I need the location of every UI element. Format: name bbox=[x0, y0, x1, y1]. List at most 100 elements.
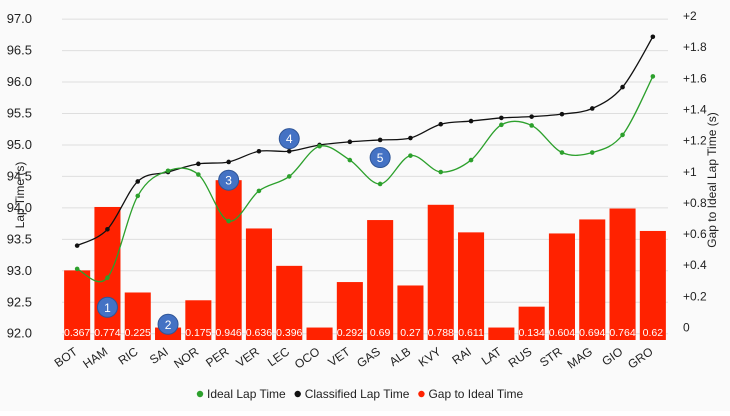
bar-value-label: 0.764 bbox=[609, 327, 635, 339]
annotation-number: 2 bbox=[165, 318, 172, 332]
gap-bar bbox=[488, 327, 515, 340]
classified-lap-time-line bbox=[76, 36, 654, 247]
x-tick-label: PER bbox=[203, 344, 232, 370]
ideal-lap-time-point bbox=[74, 266, 80, 272]
x-tick-label: NOR bbox=[171, 344, 201, 371]
lap-time-points bbox=[74, 34, 656, 281]
ideal-lap-time-point bbox=[499, 122, 504, 128]
gap-bar bbox=[124, 292, 151, 340]
classified-lap-time-point bbox=[589, 106, 595, 111]
classified-lap-time-point bbox=[529, 114, 534, 119]
annotation-number: 5 bbox=[377, 151, 384, 165]
ideal-lap-time-point bbox=[377, 181, 383, 187]
y-left-tick-label: 94.5 bbox=[7, 168, 32, 183]
gap-bar bbox=[458, 232, 485, 340]
gap-bar bbox=[579, 219, 606, 340]
bar-value-label: 0.611 bbox=[458, 327, 484, 339]
legend-label: Gap to Ideal Time bbox=[428, 387, 523, 401]
bar-value-label: 0.367 bbox=[64, 327, 90, 339]
x-tick-label: STR bbox=[537, 344, 565, 369]
y-left-tick-label: 92.0 bbox=[7, 326, 32, 341]
bar-value-label: 0.774 bbox=[94, 327, 120, 339]
bar-value-label: 0.694 bbox=[579, 327, 605, 339]
x-tick-label: HAM bbox=[80, 344, 110, 371]
classified-lap-time-point bbox=[620, 84, 625, 90]
bar-value-label: 0.292 bbox=[337, 327, 363, 339]
y-right-tick-label: +1.6 bbox=[683, 71, 707, 85]
classified-lap-time-point bbox=[105, 226, 110, 232]
legend-label: Ideal Lap Time bbox=[207, 387, 286, 401]
classified-lap-time-point bbox=[377, 137, 383, 143]
ideal-lap-time-point bbox=[468, 157, 474, 163]
bar-value-label: 0.225 bbox=[125, 327, 151, 339]
annotation-marker bbox=[157, 313, 179, 335]
classified-lap-time-point bbox=[347, 139, 353, 145]
y-right-tick-label: +1.8 bbox=[683, 40, 707, 54]
ideal-lap-time-point bbox=[105, 275, 110, 281]
bar-value-label: 0.62 bbox=[643, 327, 664, 339]
y-right-tick-label: 0 bbox=[683, 321, 690, 335]
gap-bar bbox=[609, 208, 636, 340]
annotation-marker bbox=[218, 169, 240, 191]
x-tick-label: LEC bbox=[265, 344, 292, 369]
y-left-tick-label: 94.0 bbox=[7, 200, 32, 215]
gap-bar bbox=[367, 220, 394, 340]
grid bbox=[62, 18, 668, 335]
y-left-tick-label: 96.0 bbox=[7, 74, 32, 89]
ideal-lap-time-point bbox=[317, 143, 322, 149]
y-right-tick-label: +1.2 bbox=[683, 134, 707, 148]
ideal-lap-time-point bbox=[347, 157, 353, 163]
bar-value-label: 0.69 bbox=[370, 327, 391, 339]
ideal-lap-time-point bbox=[256, 188, 262, 194]
y-axis-right-label: Gap to Ideal Lap Time (s) bbox=[705, 112, 719, 247]
ideal-lap-time-point bbox=[650, 74, 656, 79]
x-tick-label: GIO bbox=[599, 344, 625, 368]
annotation-marker bbox=[369, 147, 391, 169]
x-tick-label: KVY bbox=[416, 344, 444, 369]
y-right-tick-label: +0.8 bbox=[683, 196, 707, 210]
gap-bar bbox=[185, 300, 212, 340]
classified-lap-time-point bbox=[226, 159, 231, 165]
legend-label: Classified Lap Time bbox=[305, 387, 410, 401]
classified-lap-time-point bbox=[196, 161, 201, 167]
gap-bar bbox=[306, 327, 333, 340]
legend-swatch bbox=[418, 390, 425, 398]
bar-value-label: 0.27 bbox=[400, 327, 421, 339]
bar-value-label: 0.788 bbox=[428, 327, 454, 339]
ideal-lap-time-point bbox=[408, 153, 413, 158]
annotation-markers: 1 2 3 4 5 bbox=[96, 128, 391, 335]
gap-bar bbox=[427, 204, 454, 340]
annotation-number: 1 bbox=[104, 301, 111, 315]
gap-bar bbox=[336, 282, 363, 340]
ideal-lap-time-point bbox=[620, 132, 625, 138]
annotation-number: 3 bbox=[225, 174, 232, 188]
y-right-tick-label: +0.2 bbox=[683, 289, 707, 303]
legend: Ideal Lap Time Classified Lap Time Gap to … bbox=[196, 387, 523, 401]
y-left-tick-label: 95.0 bbox=[7, 137, 32, 152]
legend-swatch bbox=[196, 390, 204, 398]
x-tick-label: RUS bbox=[506, 344, 535, 370]
classified-lap-time-point bbox=[256, 148, 262, 154]
y-axis-left: 92.0 92.5 93.0 93.5 94.0 94.5 95.0 95.5 96.0 96.5… bbox=[7, 11, 32, 341]
y-right-tick-label: +0.6 bbox=[683, 227, 707, 241]
bar-value-label: 0.946 bbox=[216, 327, 242, 339]
y-left-tick-label: 97.0 bbox=[7, 11, 32, 26]
x-tick-label: LAT bbox=[479, 344, 505, 368]
y-right-tick-label: +0.4 bbox=[683, 258, 707, 272]
legend-swatch bbox=[294, 390, 301, 398]
x-tick-label: MAG bbox=[565, 344, 595, 371]
bar-value-label: 0.175 bbox=[185, 327, 211, 339]
ideal-lap-time-point bbox=[438, 169, 444, 175]
x-tick-label: BOT bbox=[52, 344, 81, 370]
ideal-lap-time-point bbox=[529, 123, 534, 128]
x-tick-label: GAS bbox=[354, 344, 383, 370]
x-tick-label: ALB bbox=[387, 344, 414, 368]
y-axis-right: 0 +0.2 +0.4 +0.6 +0.8 +1 +1.2 +1.4 +1.6 +1.8 +2 bbox=[683, 9, 707, 335]
ideal-lap-time-point bbox=[589, 150, 595, 155]
ideal-lap-time-point bbox=[559, 150, 565, 155]
x-axis: BOT HAM RIC SAI NOR PER VER LEC OCO VET GAS ALB KVY R… bbox=[52, 344, 656, 372]
ideal-lap-time-point bbox=[165, 168, 171, 174]
ideal-lap-time-point bbox=[226, 218, 231, 224]
